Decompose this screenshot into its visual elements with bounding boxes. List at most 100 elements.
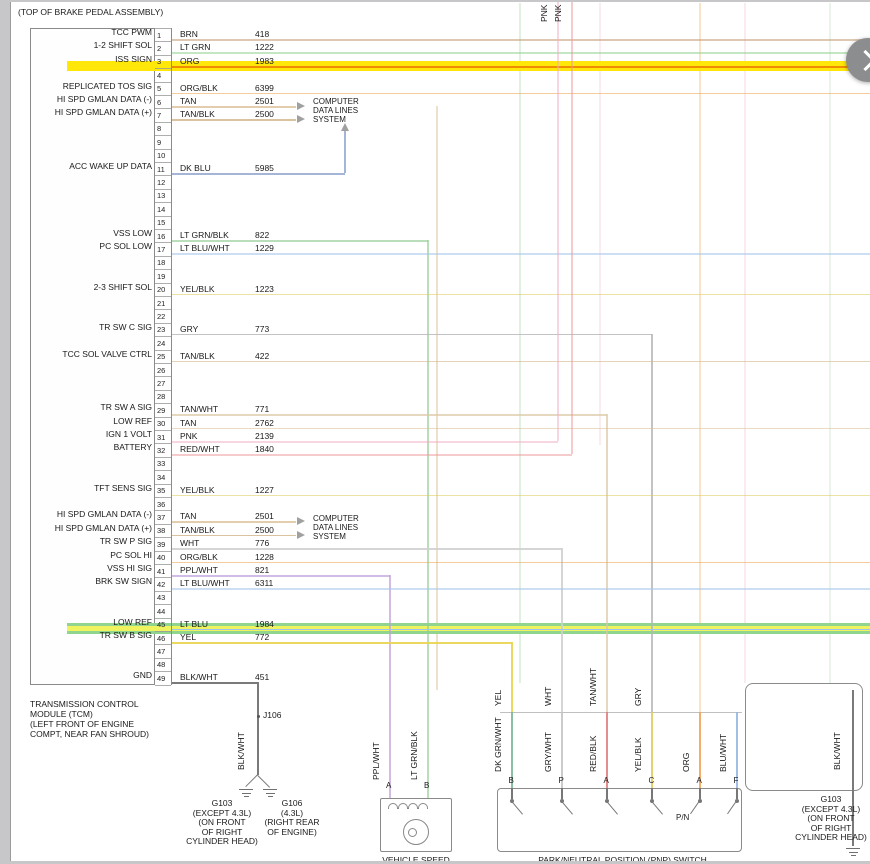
pin-number: 2: [157, 43, 161, 54]
window-top-border: [0, 0, 870, 2]
pnp-inner-label: P/N: [676, 813, 689, 823]
pin-number: 30: [157, 418, 165, 429]
pnp-lower-wire-label: ORG: [681, 753, 691, 772]
signal-label: LOW REF: [30, 617, 152, 627]
wire-line[interactable]: [171, 535, 296, 537]
computer-data-lines-label: DATA LINES: [313, 106, 358, 115]
vss-coil-icon: [398, 803, 408, 809]
wire-color-label: YEL: [180, 632, 196, 642]
wire-line[interactable]: [171, 66, 870, 68]
wire-line[interactable]: [171, 52, 870, 54]
wire-line[interactable]: [171, 93, 870, 95]
wire-line[interactable]: [171, 240, 428, 242]
wire-line[interactable]: [171, 682, 258, 684]
pnp-pin-letter: A: [604, 776, 609, 786]
ground-icon: [851, 855, 856, 856]
circuit-number: 418: [255, 29, 269, 39]
arrow-right-icon: [297, 517, 305, 525]
pnp-box: [497, 788, 742, 852]
pnp-lower-wire-label: YEL/BLK: [633, 738, 643, 773]
wire-line[interactable]: [171, 361, 870, 363]
pnp-pin-letter: P: [559, 776, 564, 786]
signal-label: BATTERY: [30, 442, 152, 452]
wire-line[interactable]: [171, 173, 345, 175]
j106-label: J106: [263, 710, 281, 720]
pin-number: 48: [157, 659, 165, 670]
bg-wire: [699, 3, 700, 712]
wire-line[interactable]: [171, 495, 870, 497]
circuit-number: 6399: [255, 83, 274, 93]
wire-color-label: TAN/BLK: [180, 525, 215, 535]
circuit-number: 2762: [255, 418, 274, 428]
wire-line[interactable]: [171, 106, 296, 108]
pin-number: 12: [157, 177, 165, 188]
pin-number: 15: [157, 217, 165, 228]
wire-line[interactable]: [171, 642, 512, 644]
pin-number: 6: [157, 97, 161, 108]
pin-number: 29: [157, 405, 165, 416]
wire-line[interactable]: [171, 414, 607, 416]
pin-number: 3: [157, 56, 161, 67]
wire-color-label: TAN/BLK: [180, 351, 215, 361]
signal-label: TFT SENS SIG: [30, 483, 152, 493]
wire-color-label: WHT: [180, 538, 199, 548]
wire-line[interactable]: [171, 334, 652, 336]
wire-line[interactable]: [171, 588, 870, 590]
pnp-contact: [651, 788, 652, 799]
wire-line[interactable]: [171, 428, 870, 430]
pin-number: 49: [157, 673, 165, 684]
signal-label: PC SOL LOW: [30, 241, 152, 251]
wire-color-label: TAN: [180, 511, 196, 521]
vss-wire-label: PPL/WHT: [371, 742, 381, 780]
computer-data-lines-label: COMPUTER: [313, 97, 359, 106]
ground-icon: [266, 793, 275, 794]
wire-line[interactable]: [171, 521, 296, 523]
wire-color-label: LT GRN: [180, 42, 210, 52]
wire-line[interactable]: [171, 39, 870, 41]
vss-pin-letter: B: [424, 781, 429, 791]
g106-label: OF ENGINE): [250, 828, 334, 838]
signal-label: TCC PWM: [30, 27, 152, 37]
ground-icon: [263, 789, 277, 790]
circuit-number: 5985: [255, 163, 274, 173]
pin-number: 37: [157, 512, 165, 523]
pin-number: 28: [157, 391, 165, 402]
pnp-contact: [699, 788, 700, 799]
pin-number: 32: [157, 445, 165, 456]
bg-wire: [829, 3, 830, 683]
signal-label: TR SW A SIG: [30, 402, 152, 412]
wire-line[interactable]: [171, 562, 870, 564]
signal-label: VSS HI SIG: [30, 563, 152, 573]
signal-label: HI SPD GMLAN DATA (+): [30, 107, 152, 117]
circuit-number: 1228: [255, 552, 274, 562]
circuit-number: 2500: [255, 525, 274, 535]
pnp-pin-letter: C: [649, 776, 655, 786]
signal-label: HI SPD GMLAN DATA (+): [30, 523, 152, 533]
circuit-number: 771: [255, 404, 269, 414]
pnp-contact: [736, 788, 737, 799]
signal-label: LOW REF: [30, 416, 152, 426]
wire-route: [511, 642, 513, 712]
wire-color-label: ORG/BLK: [180, 83, 218, 93]
chevron-right-icon: [855, 50, 870, 71]
arrow-right-icon: [297, 115, 305, 123]
wire-color-label: RED/WHT: [180, 444, 220, 454]
wire-line[interactable]: [171, 253, 870, 255]
bg-wire: [744, 3, 745, 683]
circuit-number: 822: [255, 230, 269, 240]
wire-line[interactable]: [171, 441, 558, 443]
pin-number: 31: [157, 432, 165, 443]
ground-wire-label: BLK/WHT: [832, 732, 842, 770]
pin-divider: [155, 685, 171, 686]
circuit-number: 2501: [255, 96, 274, 106]
wire-route: [427, 240, 429, 798]
wire-line[interactable]: [171, 119, 296, 121]
signal-label: GND: [30, 670, 152, 680]
wire-line[interactable]: [171, 294, 870, 296]
signal-label: TCC SOL VALVE CTRL: [30, 349, 152, 359]
wire-line[interactable]: [171, 629, 870, 631]
wire-line[interactable]: [171, 454, 572, 456]
wire-line[interactable]: [171, 548, 562, 550]
wire-line[interactable]: [171, 575, 390, 577]
pnp-pin-letter: B: [509, 776, 514, 786]
